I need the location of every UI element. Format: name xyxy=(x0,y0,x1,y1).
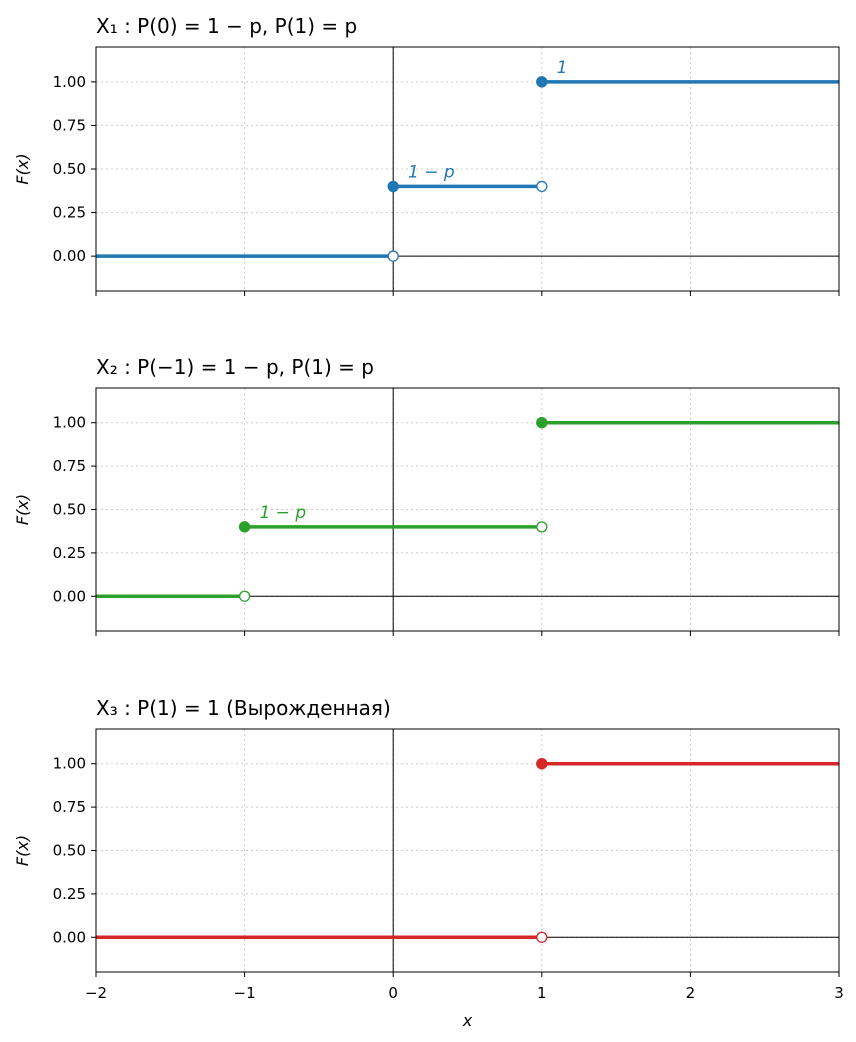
panel-3: 0.00 0.25 0.50 0.75 1.00 −2 −1 0 1 2 3 X₃ : P(1) = … xyxy=(13,696,844,1030)
filled-point-marker xyxy=(536,417,548,429)
y-tick-label: 0.75 xyxy=(53,457,86,475)
y-axis-label: F(x) xyxy=(13,494,32,525)
y-tick-label: 0.50 xyxy=(53,501,86,519)
annotation-label: 1 xyxy=(557,58,568,78)
x-tick-label: 3 xyxy=(834,984,844,1002)
panel-2: 1 − p 0.00 0.25 0.50 0.75 1.00 X₂ : P(−1) = 1 … xyxy=(13,355,840,636)
y-tick-label: 0.25 xyxy=(53,885,86,903)
x-tick-label: 0 xyxy=(388,984,398,1002)
x-tick-label: −2 xyxy=(85,984,107,1002)
y-axis-label: F(x) xyxy=(13,835,32,866)
open-point-marker xyxy=(238,590,251,602)
y-tick-label: 0.75 xyxy=(53,116,86,134)
y-tick-label: 0.00 xyxy=(53,587,86,605)
x-tick-label: 1 xyxy=(537,984,547,1002)
filled-point-marker xyxy=(536,758,548,770)
x-tick-label: −1 xyxy=(234,984,256,1002)
panel-title: X₃ : P(1) = 1 (Вырожденная) xyxy=(96,696,391,720)
panel-title: X₂ : P(−1) = 1 − p, P(1) = p xyxy=(96,355,374,379)
open-point-marker xyxy=(387,250,399,262)
annotation-label: 1 − p xyxy=(259,503,306,523)
y-tick-label: 1.00 xyxy=(53,755,86,773)
filled-point-marker xyxy=(238,521,251,533)
y-tick-label: 0.25 xyxy=(53,544,86,562)
y-tick-label: 0.00 xyxy=(53,247,86,265)
y-tick-label: 0.00 xyxy=(53,928,86,946)
open-point-marker xyxy=(536,180,548,193)
open-point-marker xyxy=(536,931,548,943)
panel-title: X₁ : P(0) = 1 − p, P(1) = p xyxy=(96,14,357,38)
y-tick-label: 0.50 xyxy=(53,842,86,860)
x-axis-label: x xyxy=(462,1011,473,1030)
panel-1: 1 − p 1 0.00 0.25 0.50 0.75 1.00 X₁ : P(0) = 1 … xyxy=(13,14,840,296)
y-axis-label: F(x) xyxy=(13,153,32,184)
y-tick-label: 1.00 xyxy=(53,73,86,91)
y-tick-label: 1.00 xyxy=(53,414,86,432)
y-tick-label: 0.50 xyxy=(53,160,86,178)
y-tick-label: 0.25 xyxy=(53,204,86,222)
annotation-label: 1 − p xyxy=(408,163,455,183)
x-tick-label: 2 xyxy=(686,984,696,1002)
filled-point-marker xyxy=(387,180,399,193)
filled-point-marker xyxy=(536,76,548,88)
open-point-marker xyxy=(536,521,548,533)
y-tick-label: 0.75 xyxy=(53,798,86,816)
